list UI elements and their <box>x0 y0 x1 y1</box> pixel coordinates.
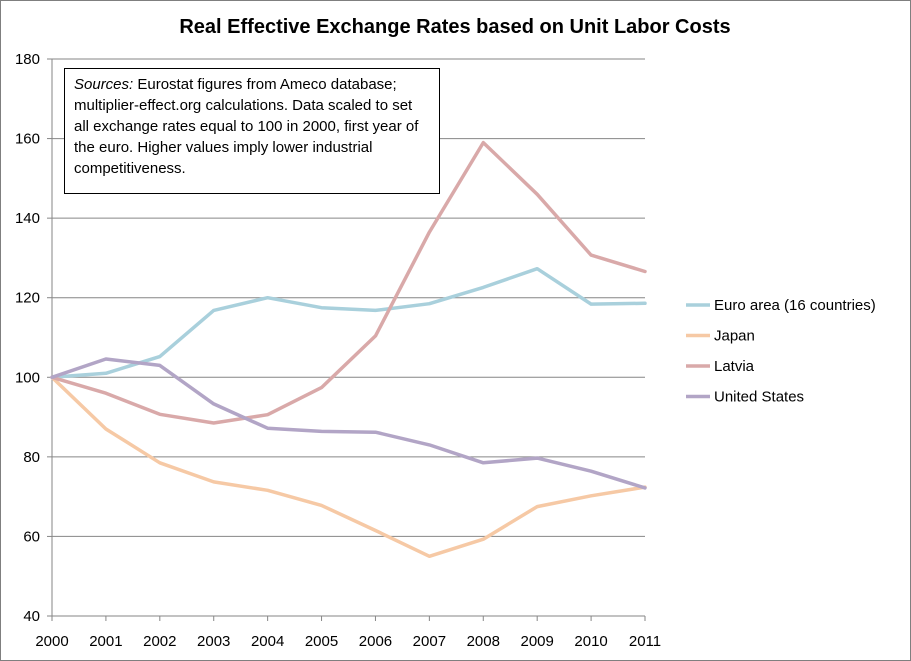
series-line-1 <box>50 375 647 559</box>
x-tick-label: 2003 <box>197 633 230 650</box>
chart-title: Real Effective Exchange Rates based on U… <box>179 16 730 38</box>
legend-label: Japan <box>714 328 755 345</box>
x-tick-label: 2000 <box>35 633 68 650</box>
legend-label: Euro area (16 countries) <box>714 297 876 314</box>
annotation-lead: Sources: <box>74 76 134 93</box>
x-tick-label: 2010 <box>574 633 607 650</box>
legend: Euro area (16 countries) Japan Latvia Unite… <box>686 297 876 406</box>
legend-label: Latvia <box>714 358 755 375</box>
y-tick-label: 40 <box>23 608 40 625</box>
series-line-2 <box>50 140 647 425</box>
y-tick-label: 100 <box>15 369 40 386</box>
y-tick-label: 120 <box>15 290 40 307</box>
axes: 40 60 80 100 120 140 160 180 2000 2001 2002 2003 200… <box>15 51 661 650</box>
series-line-3 <box>50 357 647 490</box>
x-tick-label: 2011 <box>629 633 661 650</box>
x-tick-label: 2001 <box>89 633 122 650</box>
y-tick-label: 180 <box>15 51 40 68</box>
x-tick-label: 2006 <box>359 633 392 650</box>
sources-annotation: Sources: Eurostat figures from Ameco dat… <box>64 68 440 194</box>
x-tick-label: 2007 <box>413 633 446 650</box>
annotation-text: Eurostat figures from Ameco database; mu… <box>74 76 419 177</box>
x-tick-label: 2008 <box>467 633 500 650</box>
y-tick-label: 160 <box>15 131 40 148</box>
series-line-0 <box>50 266 647 380</box>
series-lines <box>50 140 647 559</box>
y-tick-label: 80 <box>23 449 40 466</box>
y-tick-label: 140 <box>15 210 40 227</box>
y-tick-label: 60 <box>23 528 40 545</box>
x-tick-label: 2005 <box>305 633 338 650</box>
legend-label: United States <box>714 389 804 406</box>
x-tick-label: 2009 <box>520 633 553 650</box>
x-tick-label: 2004 <box>251 633 284 650</box>
x-tick-label: 2002 <box>143 633 176 650</box>
